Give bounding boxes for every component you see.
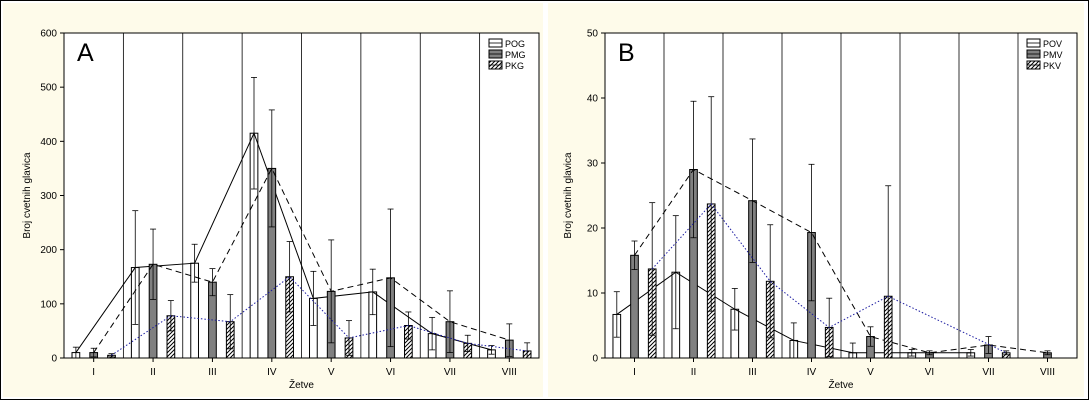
x-tick-label: III (748, 367, 756, 378)
x-tick-label: VI (386, 367, 395, 378)
legend-label: PMG (505, 50, 526, 60)
legend-label: PKV (1043, 61, 1061, 71)
y-tick-label: 40 (587, 94, 599, 105)
y-tick-label: 0 (51, 354, 57, 365)
x-tick-label: VII (982, 367, 994, 378)
x-tick-label: I (633, 367, 636, 378)
series-line-pmg (93, 167, 510, 353)
x-tick-label: VI (925, 367, 934, 378)
x-tick-label: V (328, 367, 335, 378)
x-tick-label: IV (807, 367, 817, 378)
legend-label: POV (1043, 39, 1062, 49)
x-tick-label: III (208, 367, 216, 378)
legend-label: PKG (505, 61, 524, 71)
y-tick-label: 200 (40, 245, 57, 256)
x-tick-label: VIII (502, 367, 517, 378)
y-tick-label: 100 (40, 299, 57, 310)
series-line-pov (616, 271, 971, 354)
x-axis-label: Žetve (289, 378, 314, 391)
y-tick-label: 0 (592, 354, 598, 365)
series-line-pkg (111, 276, 528, 356)
series-line-pmv (634, 168, 1048, 354)
x-tick-label: II (691, 367, 697, 378)
y-tick-label: 10 (587, 289, 599, 300)
x-tick-label: V (867, 367, 874, 378)
y-tick-label: 600 (40, 29, 57, 40)
x-tick-label: VIII (1040, 367, 1055, 378)
x-axis-label: Žetve (828, 378, 853, 391)
y-tick-label: 400 (40, 137, 57, 148)
x-tick-label: IV (267, 367, 277, 378)
y-axis-label: Broj cvetnih glavica (22, 152, 33, 239)
y-tick-label: 500 (40, 83, 57, 94)
y-tick-label: 20 (587, 224, 599, 235)
legend-label: PMV (1043, 50, 1063, 60)
panel-letter: B (618, 39, 635, 67)
series-line-pog (75, 131, 492, 353)
panel-letter: A (77, 39, 94, 67)
x-tick-label: II (150, 367, 156, 378)
y-axis-label: Broj cvetnih glavica (563, 152, 574, 239)
y-tick-label: 300 (40, 191, 57, 202)
legend-label: POG (505, 39, 525, 49)
y-tick-label: 30 (587, 159, 599, 170)
bar-pmv (630, 254, 639, 359)
x-tick-label: I (92, 367, 95, 378)
x-tick-label: VII (444, 367, 456, 378)
y-tick-label: 50 (587, 29, 599, 40)
